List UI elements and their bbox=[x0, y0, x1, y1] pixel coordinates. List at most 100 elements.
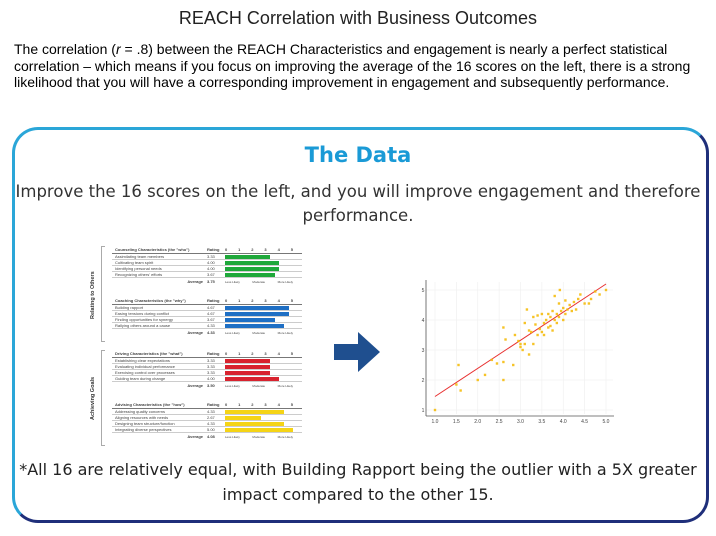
arrow-right-icon bbox=[334, 332, 380, 372]
intro-text-rest: = .8) between the REACH Characteristics … bbox=[14, 41, 691, 90]
rating-bar bbox=[225, 266, 280, 271]
data-point bbox=[544, 318, 548, 322]
rating-bar bbox=[225, 376, 280, 381]
rating-bar bbox=[225, 254, 271, 259]
data-point bbox=[558, 288, 562, 292]
group-label: Relating to Others bbox=[90, 271, 96, 319]
data-point bbox=[555, 321, 559, 325]
data-point bbox=[490, 358, 494, 362]
page-title: REACH Correlation with Business Outcomes bbox=[178, 8, 538, 28]
data-point bbox=[598, 293, 601, 296]
intro-paragraph: The correlation (r = .8) between the REA… bbox=[14, 41, 714, 91]
data-point bbox=[455, 383, 458, 386]
data-point bbox=[521, 348, 524, 352]
data-point bbox=[604, 288, 608, 292]
data-point bbox=[527, 353, 531, 356]
y-tick-label: 5 bbox=[422, 288, 425, 294]
data-point bbox=[532, 315, 535, 319]
data-point bbox=[542, 321, 546, 325]
rating-bar bbox=[225, 409, 284, 414]
data-point bbox=[579, 293, 582, 296]
rating-bar bbox=[225, 364, 271, 369]
rating-bar bbox=[225, 421, 284, 426]
data-point bbox=[457, 363, 460, 367]
group-0: Relating to Others Counseling Characteris… bbox=[90, 244, 313, 344]
data-point bbox=[512, 363, 515, 367]
data-point bbox=[557, 315, 561, 319]
data-point bbox=[568, 303, 571, 307]
data-point bbox=[540, 312, 544, 316]
rating-bar bbox=[225, 305, 289, 310]
footnote: *All 16 are relatively equal, with Build… bbox=[19, 460, 697, 504]
table-row: Guiding team during change 4.00 bbox=[112, 376, 302, 382]
rating-bar bbox=[225, 358, 271, 363]
table-row: Designing team structure/function 4.33 bbox=[112, 421, 302, 427]
scatter-chart: 1.0 1.5 2.0 2.5 3.0 3.5 4.0 4.5 5.0 1 2 3 4 5 bbox=[422, 280, 614, 425]
data-point bbox=[483, 373, 487, 377]
average-row: Average 4.33 Less Likely Moderate More Likel… bbox=[187, 330, 293, 335]
data-point bbox=[564, 312, 567, 316]
data-point bbox=[566, 308, 569, 311]
data-subtitle: Improve the 16 scores on the left, and y… bbox=[15, 182, 701, 225]
average-row: Average 3.75 Less Likely Moderate More Likel… bbox=[187, 279, 293, 284]
data-point bbox=[547, 326, 550, 329]
table-row: Assimilating team members 3.33 bbox=[112, 254, 302, 260]
data-point bbox=[476, 378, 479, 382]
data-point bbox=[551, 329, 554, 332]
data-point bbox=[562, 318, 565, 322]
x-tick-label: 1.5 bbox=[453, 419, 460, 425]
data-point bbox=[587, 302, 591, 305]
data-point bbox=[574, 308, 578, 311]
intro-text: The correlation ( bbox=[14, 41, 116, 57]
data-point bbox=[542, 333, 546, 337]
table-row: Easing tensions during conflict 4.67 bbox=[112, 311, 302, 317]
data-point bbox=[589, 297, 593, 301]
data-point bbox=[572, 300, 576, 304]
group-1: Achieving Goals Driving Characteristics (… bbox=[90, 348, 313, 448]
data-title: The Data bbox=[304, 143, 412, 167]
data-point bbox=[564, 299, 567, 302]
data-point bbox=[459, 389, 462, 392]
group-label: Achieving Goals bbox=[90, 376, 96, 420]
rating-bar bbox=[225, 272, 275, 277]
table-header: Counseling Characteristics (the "who") Ra… bbox=[112, 246, 302, 254]
table-row: Recognizing others' efforts 3.67 bbox=[112, 272, 302, 278]
data-point bbox=[502, 378, 505, 382]
average-row: Average 3.50 Less Likely Moderate More Likel… bbox=[187, 383, 293, 388]
x-tick-label: 3.0 bbox=[517, 419, 524, 425]
group-bracket bbox=[101, 350, 105, 446]
table-header: Advising Characteristics (the "how") Rati… bbox=[112, 401, 302, 409]
data-point bbox=[559, 309, 563, 313]
data-point bbox=[433, 408, 437, 412]
y-tick-label: 3 bbox=[422, 348, 425, 354]
data-point bbox=[549, 315, 552, 319]
rating-bar bbox=[225, 317, 275, 322]
y-tick-label: 2 bbox=[422, 378, 425, 384]
data-point bbox=[517, 339, 520, 343]
table-row: Aligning resources with needs 2.67 bbox=[112, 415, 302, 421]
rating-table: Coaching Characteristics (the "why") Rati… bbox=[112, 297, 302, 336]
data-point bbox=[583, 302, 586, 305]
average-row: Average 4.08 Less Likely Moderate More Likel… bbox=[187, 434, 293, 439]
data-point bbox=[525, 308, 529, 311]
data-point bbox=[523, 342, 526, 346]
table-row: Exercising control over processes 3.33 bbox=[112, 370, 302, 376]
data-point bbox=[549, 324, 552, 328]
data-point bbox=[523, 321, 526, 325]
table-row: Addressing quality concerns 4.33 bbox=[112, 409, 302, 415]
table-row: Evaluating individual performance 3.33 bbox=[112, 364, 302, 370]
y-tick-label: 1 bbox=[422, 408, 425, 414]
data-point bbox=[547, 312, 550, 316]
rating-bar bbox=[225, 370, 271, 375]
data-point bbox=[502, 360, 505, 364]
rating-bar bbox=[225, 427, 293, 432]
data-point bbox=[555, 312, 559, 316]
data-point bbox=[540, 330, 544, 334]
data-point bbox=[557, 302, 561, 305]
y-tick-label: 4 bbox=[422, 318, 425, 324]
x-tick-label: 2.0 bbox=[474, 419, 481, 425]
table-row: Integrating diverse perspectives 5.00 bbox=[112, 427, 302, 433]
table-header: Driving Characteristics (the "what") Rati… bbox=[112, 350, 302, 358]
data-point bbox=[577, 297, 580, 301]
group-bracket bbox=[101, 246, 105, 342]
